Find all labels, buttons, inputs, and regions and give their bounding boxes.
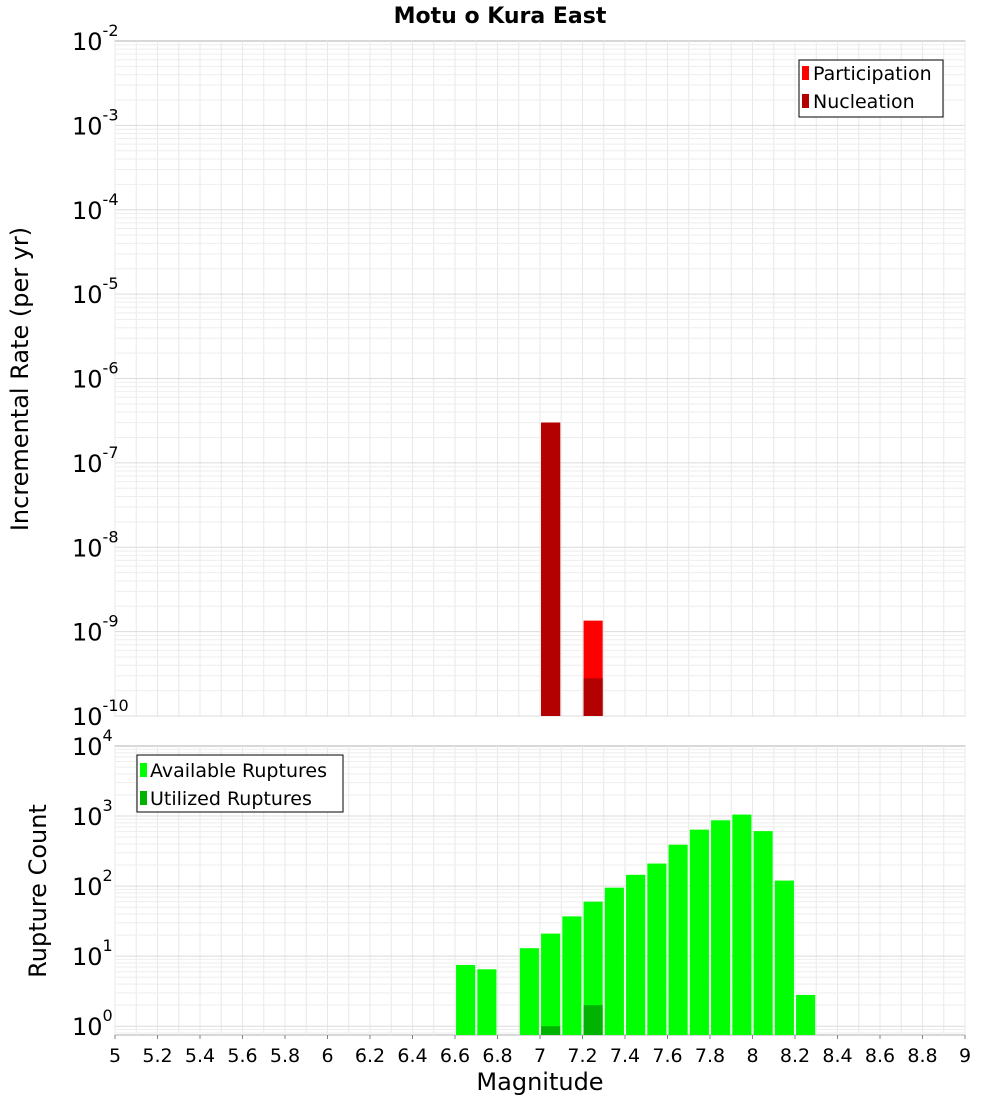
bar-available-ruptures [732, 814, 752, 1035]
x-tick-label: 7.4 [610, 1045, 640, 1067]
bar-available-ruptures [711, 820, 731, 1035]
legend-label-utilized: Utilized Ruptures [150, 788, 312, 810]
y-tick-label: 100 [72, 1006, 113, 1041]
bar-available-ruptures [456, 964, 476, 1035]
y-tick-label: 10-2 [72, 21, 119, 56]
x-tick-label: 7.2 [567, 1045, 597, 1067]
chart-title: Motu o Kura East [394, 4, 607, 29]
legend-label-available: Available Ruptures [150, 760, 327, 782]
x-tick-label: 5.6 [227, 1045, 257, 1067]
bar-available-ruptures [604, 887, 624, 1035]
bar-available-ruptures [626, 874, 646, 1035]
x-tick-label: 7 [534, 1045, 546, 1067]
y-tick-label: 10-5 [72, 274, 119, 309]
x-tick-label: 6.2 [355, 1045, 385, 1067]
y-tick-label: 10-6 [72, 359, 119, 394]
x-tick-label: 5.2 [142, 1045, 172, 1067]
y-tick-label: 10-4 [72, 190, 119, 225]
top-gridlines [114, 41, 966, 717]
y-tick-label: 103 [72, 796, 113, 831]
x-tick-label: 9 [959, 1045, 971, 1067]
y-tick-label: 10-10 [72, 696, 129, 731]
bar-available-ruptures [668, 844, 688, 1035]
x-tick-label: 5.4 [185, 1045, 215, 1067]
legend-swatch-nucleation [802, 94, 809, 108]
y-tick-label: 10-7 [72, 443, 119, 478]
legend-label-participation: Participation [813, 63, 932, 85]
x-tick-label: 7.6 [652, 1045, 682, 1067]
bar-available-ruptures [541, 933, 561, 1035]
bar-available-ruptures [583, 901, 603, 1035]
y-tick-label: 10-9 [72, 612, 119, 647]
top-y-axis-label: Incremental Rate (per yr) [6, 227, 34, 531]
bar-available-ruptures [689, 829, 709, 1035]
y-tick-label: 104 [72, 726, 113, 761]
legend-label-nucleation: Nucleation [813, 91, 915, 113]
legend-swatch-participation [802, 66, 809, 80]
x-tick-label: 6.4 [397, 1045, 427, 1067]
y-tick-label: 10-3 [72, 105, 119, 140]
x-tick-label: 8.2 [780, 1045, 810, 1067]
x-tick-label: 6.8 [482, 1045, 512, 1067]
bottom-y-ticks: 104 103 102 101 100 [72, 726, 113, 1041]
bar-available-ruptures [477, 969, 497, 1035]
x-tick-label: 6.6 [440, 1045, 470, 1067]
x-ticks: 5 5.2 5.4 5.6 5.8 6 6.2 6.4 6.6 6.8 7 7.2 7.4 7.6 7.8 8… [109, 1035, 971, 1067]
x-tick-label: 8.8 [907, 1045, 937, 1067]
bar-utilized-ruptures [583, 1005, 603, 1035]
y-tick-label: 10-8 [72, 527, 119, 562]
x-tick-label: 5.8 [270, 1045, 300, 1067]
bar-nucleation [583, 678, 603, 716]
bar-available-ruptures [796, 994, 816, 1035]
x-tick-label: 5 [109, 1045, 121, 1067]
bar-available-ruptures [774, 880, 794, 1035]
x-axis-label: Magnitude [476, 1068, 603, 1096]
x-tick-label: 6 [321, 1045, 333, 1067]
legend-swatch-utilized [140, 791, 147, 805]
bar-nucleation [541, 422, 561, 716]
bar-available-ruptures [753, 831, 773, 1035]
top-y-ticks: 10-2 10-3 10-4 10-5 10-6 10-7 10-8 10-9 10-10 [72, 21, 129, 731]
bar-available-ruptures [562, 916, 582, 1035]
bar-available-ruptures [647, 863, 667, 1035]
x-tick-label: 8 [746, 1045, 758, 1067]
y-tick-label: 101 [72, 936, 113, 971]
bar-available-ruptures [519, 948, 539, 1035]
x-tick-label: 7.8 [695, 1045, 725, 1067]
bottom-bars [456, 814, 816, 1035]
y-tick-label: 102 [72, 866, 113, 901]
bottom-y-axis-label: Rupture Count [24, 804, 52, 978]
x-tick-label: 8.4 [822, 1045, 852, 1067]
bottom-legend: Available Ruptures Utilized Ruptures [136, 754, 344, 813]
x-tick-label: 8.6 [865, 1045, 895, 1067]
top-bars [541, 422, 603, 716]
bar-utilized-ruptures [541, 1026, 561, 1035]
top-legend: Participation Nucleation [798, 59, 944, 118]
legend-swatch-available [140, 763, 147, 777]
